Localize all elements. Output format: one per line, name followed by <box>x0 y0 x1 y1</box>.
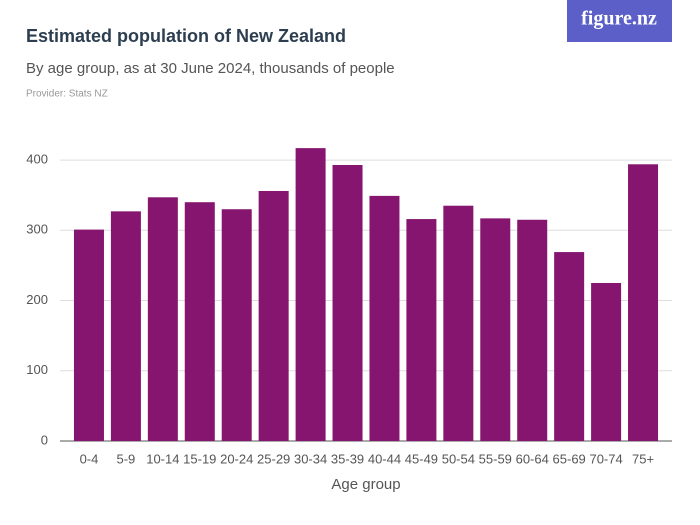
logo[interactable]: figure.nz <box>581 8 657 30</box>
x-tick-label: 25-29 <box>257 451 290 466</box>
bar <box>184 202 215 441</box>
bar <box>110 211 141 441</box>
x-tick-label: 40-44 <box>368 451 401 466</box>
bar <box>295 148 326 441</box>
x-tick-label: 35-39 <box>331 451 364 466</box>
y-tick-label: 0 <box>41 432 48 447</box>
x-tick-label: 30-34 <box>294 451 327 466</box>
x-tick-label: 0-4 <box>80 451 99 466</box>
bar <box>332 164 363 441</box>
chart-subtitle: By age group, as at 30 June 2024, thousa… <box>26 60 395 77</box>
bar <box>443 205 474 441</box>
x-tick-label: 10-14 <box>146 451 179 466</box>
bar <box>554 252 585 441</box>
y-tick-label: 400 <box>26 152 48 167</box>
x-tick-label: 65-69 <box>553 451 586 466</box>
bar <box>480 218 511 441</box>
x-tick-label: 75+ <box>632 451 654 466</box>
bar <box>221 209 252 441</box>
bar <box>591 282 622 441</box>
bar <box>258 190 289 441</box>
chart-title: Estimated population of New Zealand <box>26 26 346 46</box>
x-tick-label: 60-64 <box>516 451 549 466</box>
x-tick-label: 45-49 <box>405 451 438 466</box>
x-tick-label: 70-74 <box>589 451 622 466</box>
bar <box>369 195 400 441</box>
x-tick-label: 5-9 <box>117 451 136 466</box>
x-axis-label: Age group <box>331 476 400 493</box>
x-tick-label: 20-24 <box>220 451 253 466</box>
y-tick-label: 300 <box>26 222 48 237</box>
logo-box <box>567 0 672 42</box>
bar <box>628 164 659 441</box>
bar <box>406 219 437 441</box>
provider: Provider: Stats NZ <box>26 89 108 100</box>
y-tick-label: 100 <box>26 362 48 377</box>
y-tick-label: 200 <box>26 292 48 307</box>
bar <box>73 229 104 441</box>
bar <box>147 197 178 441</box>
bar <box>517 219 548 441</box>
x-tick-label: 15-19 <box>183 451 216 466</box>
x-tick-label: 50-54 <box>442 451 475 466</box>
x-tick-label: 55-59 <box>479 451 512 466</box>
